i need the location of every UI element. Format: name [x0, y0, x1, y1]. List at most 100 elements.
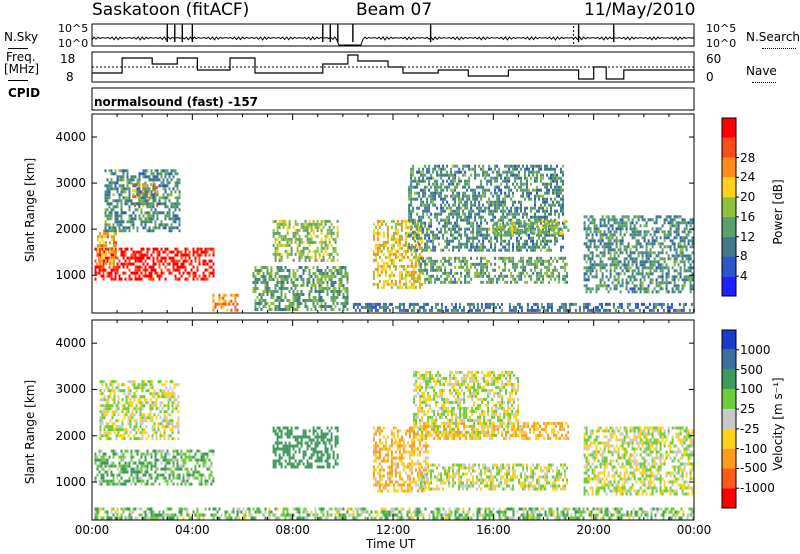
heatmap-pixel	[464, 194, 467, 198]
heatmap-pixel	[603, 263, 606, 267]
heatmap-pixel	[342, 266, 345, 269]
heatmap-pixel	[444, 265, 447, 269]
heatmap-pixel	[492, 176, 495, 180]
heatmap-pixel	[450, 271, 453, 275]
heatmap-pixel	[138, 193, 141, 197]
heatmap-pixel	[550, 209, 552, 213]
heatmap-pixel	[218, 293, 221, 297]
heatmap-pixel	[422, 209, 425, 213]
heatmap-pixel	[126, 226, 129, 230]
heatmap-pixel	[132, 256, 135, 260]
heatmap-pixel	[548, 305, 551, 309]
heatmap-pixel	[504, 233, 507, 237]
heatmap-pixel	[631, 236, 634, 240]
heatmap-pixel	[607, 230, 610, 234]
heatmap-pixel	[286, 228, 289, 232]
heatmap-pixel	[645, 257, 648, 261]
heatmap-pixel	[621, 269, 624, 273]
heatmap-pixel	[418, 259, 421, 263]
heatmap-pixel	[499, 222, 502, 226]
heatmap-pixel	[603, 254, 606, 258]
heatmap-pixel	[655, 290, 658, 294]
heatmap-pixel	[228, 299, 231, 303]
heatmap-pixel	[597, 263, 600, 267]
heatmap-pixel	[108, 479, 111, 483]
heatmap-pixel	[492, 230, 495, 234]
heatmap-pixel	[480, 274, 483, 278]
heatmap-pixel	[356, 305, 359, 309]
heatmap-pixel	[466, 271, 469, 275]
heatmap-pixel	[683, 218, 686, 222]
heatmap-pixel	[294, 252, 297, 256]
heatmap-pixel	[495, 231, 498, 235]
heatmap-pixel	[320, 228, 323, 232]
heatmap-pixel	[204, 253, 207, 257]
heatmap-pixel	[98, 479, 101, 483]
heatmap-pixel	[544, 212, 546, 216]
heatmap-pixel	[110, 184, 113, 188]
heatmap-pixel	[370, 302, 373, 306]
heatmap-pixel	[204, 262, 207, 266]
heatmap-pixel	[492, 203, 495, 207]
heatmap-pixel	[318, 305, 321, 308]
heatmap-pixel	[665, 251, 668, 255]
heatmap-pixel	[113, 262, 115, 266]
heatmap-pixel	[106, 461, 109, 465]
heatmap-pixel	[130, 256, 133, 260]
heatmap-pixel	[164, 217, 167, 221]
heatmap-pixel	[494, 209, 497, 213]
heatmap-pixel	[115, 241, 117, 245]
heatmap-pixel	[116, 217, 119, 221]
heatmap-pixel	[502, 233, 505, 237]
heatmap-pixel	[476, 230, 479, 234]
heatmap-pixel	[312, 299, 315, 302]
heatmap-pixel	[609, 272, 612, 276]
heatmap-pixel	[134, 268, 137, 272]
heatmap-pixel	[156, 271, 159, 275]
heatmap-pixel	[618, 305, 621, 309]
heatmap-pixel	[442, 200, 445, 204]
heatmap-pixel	[132, 189, 135, 193]
heatmap-pixel	[511, 231, 514, 235]
heatmap-pixel	[128, 464, 131, 468]
heatmap-pixel	[520, 305, 523, 309]
heatmap-pixel	[587, 254, 590, 258]
heatmap-pixel	[512, 242, 514, 246]
heatmap-pixel	[134, 461, 137, 465]
heatmap-pixel	[456, 308, 459, 312]
heatmap-pixel	[611, 224, 614, 228]
heatmap-pixel	[679, 251, 682, 255]
heatmap-pixel	[310, 234, 313, 238]
heatmap-pixel	[432, 268, 435, 272]
heatmap-pixel	[394, 252, 397, 256]
heatmap-pixel	[306, 278, 309, 281]
heatmap-pixel	[426, 170, 429, 174]
heatmap-pixel	[318, 252, 321, 256]
heatmap-pixel	[292, 299, 295, 302]
heatmap-pixel	[627, 215, 630, 219]
heatmap-pixel	[198, 253, 201, 257]
heatmap-pixel	[615, 227, 618, 231]
heatmap-pixel	[647, 266, 650, 270]
heatmap-pixel	[442, 236, 445, 240]
heatmap-pixel	[374, 258, 377, 262]
heatmap-pixel	[272, 234, 275, 238]
heatmap-pixel	[284, 278, 287, 281]
heatmap-pixel	[673, 218, 676, 222]
heatmap-pixel	[613, 284, 616, 288]
heatmap-pixel	[436, 277, 439, 281]
heatmap-pixel	[609, 251, 612, 255]
heatmap-pixel	[554, 191, 556, 195]
heatmap-pixel	[134, 470, 137, 474]
heatmap-pixel	[647, 251, 650, 255]
heatmap-pixel	[326, 266, 329, 269]
heatmap-pixel	[276, 272, 279, 275]
heatmap-pixel	[462, 256, 465, 260]
heatmap-pixel	[657, 290, 660, 294]
heatmap-pixel	[637, 239, 640, 243]
heatmap-pixel	[274, 284, 277, 287]
heatmap-pixel	[657, 263, 660, 267]
heatmap-pixel	[414, 218, 417, 222]
heatmap-pixel	[536, 173, 538, 177]
heatmap-pixel	[540, 164, 542, 168]
